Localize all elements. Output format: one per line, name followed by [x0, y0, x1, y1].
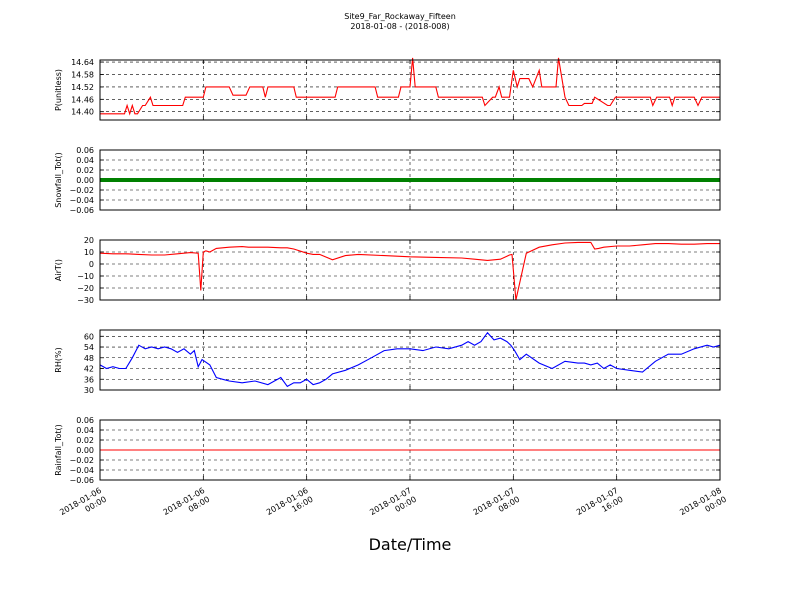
- y-tick-label: 0.00: [76, 176, 94, 185]
- series-line-4: [99, 331, 721, 388]
- y-tick-label: −0.06: [69, 206, 94, 215]
- figure-subtitle: 2018-01-08 - (2018-008): [350, 22, 449, 31]
- plot-frame: [99, 149, 721, 211]
- shared-x-tick-labels: 2018-01-0600:00 2018-01-0608:00 2018-01-06…: [58, 486, 728, 526]
- y-tick-label: 0.02: [76, 166, 94, 175]
- x-tick-label: 2018-01-0800:00: [678, 486, 728, 526]
- y-tick-label: −0.04: [69, 196, 94, 205]
- panel-1: 14.40 14.46 14.52 14.58 14.64 P(unitless): [54, 57, 721, 121]
- y-tick-label: 0: [89, 260, 94, 269]
- y-axis-label: Rainfall_Tot(): [54, 424, 63, 476]
- panel-3: −30 −20 −10 0 10 20 AirT(): [54, 236, 721, 305]
- y-tick-label: −0.04: [69, 466, 94, 475]
- y-axis-label: P(unitless): [54, 69, 63, 111]
- y-tick-label: 0.02: [76, 436, 94, 445]
- x-axis-label: Date/Time: [369, 535, 452, 554]
- y-tick-label: −10: [77, 272, 94, 281]
- y-tick-label: 14.64: [71, 58, 94, 67]
- y-axis-label: AirT(): [54, 259, 63, 281]
- y-tick-label: −30: [77, 296, 94, 305]
- panel-5: −0.06−0.04−0.020.000.020.040.06 Rainfall_…: [54, 416, 721, 485]
- y-tick-label: 48: [84, 354, 94, 363]
- y-tick-label: 20: [84, 236, 94, 245]
- x-tick-label: 2018-01-0716:00: [575, 486, 625, 526]
- y-tick-label: 14.58: [71, 70, 94, 79]
- y-tick-label: 42: [84, 365, 94, 374]
- y-axis-label: Snowfall_Tot(): [54, 152, 63, 208]
- y-tick-label: −20: [77, 284, 94, 293]
- y-tick-label: 0.06: [76, 416, 94, 425]
- x-tick-label: 2018-01-0608:00: [162, 486, 212, 526]
- y-tick-label: 14.52: [71, 83, 94, 92]
- y-tick-label: 0.04: [76, 426, 94, 435]
- y-tick-label: 0.06: [76, 146, 94, 155]
- y-tick-label: 0.00: [76, 446, 94, 455]
- plot-frame: [99, 419, 721, 481]
- y-tick-label: −0.06: [69, 476, 94, 485]
- y-tick-label: 10: [84, 248, 94, 257]
- y-tick-label: 14.46: [71, 95, 94, 104]
- x-tick-label: 2018-01-0700:00: [368, 486, 418, 526]
- y-tick-label: 60: [84, 332, 94, 341]
- y-tick-label: 36: [84, 375, 94, 384]
- panel-2: −0.06−0.04−0.020.000.020.040.06 Snowfall_…: [54, 146, 721, 215]
- plot-frame: [99, 329, 721, 391]
- plot-frame: [99, 239, 721, 301]
- x-tick-label: 2018-01-0708:00: [472, 486, 522, 526]
- series-line-1: [100, 57, 720, 116]
- y-tick-label: −0.02: [69, 186, 94, 195]
- plot-frame: [99, 59, 721, 121]
- y-tick-label: 0.04: [76, 156, 94, 165]
- panels-group: 14.40 14.46 14.52 14.58 14.64 P(unitless) −0.0…: [54, 57, 721, 485]
- x-tick-label: 2018-01-0600:00: [58, 486, 108, 526]
- y-tick-label: 30: [84, 386, 94, 395]
- y-tick-label: 14.40: [71, 108, 94, 117]
- y-tick-label: 54: [84, 343, 94, 352]
- y-tick-label: −0.02: [69, 456, 94, 465]
- figure-title: Site9_Far_Rockaway_Fifteen: [344, 12, 456, 21]
- y-axis-label: RH(%): [54, 347, 63, 372]
- x-tick-label: 2018-01-0616:00: [265, 486, 315, 526]
- series-line-3: [99, 241, 720, 301]
